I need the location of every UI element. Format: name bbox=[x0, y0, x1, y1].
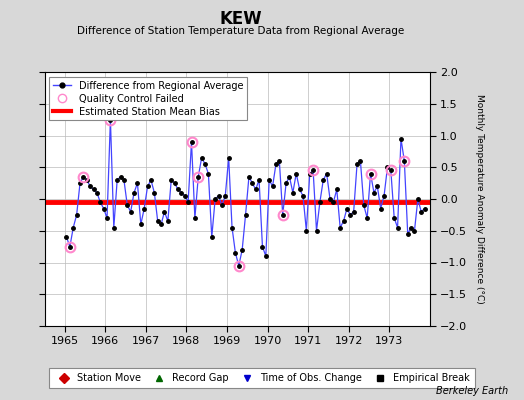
Text: Berkeley Earth: Berkeley Earth bbox=[436, 386, 508, 396]
Text: Difference of Station Temperature Data from Regional Average: Difference of Station Temperature Data f… bbox=[78, 26, 405, 36]
Y-axis label: Monthly Temperature Anomaly Difference (°C): Monthly Temperature Anomaly Difference (… bbox=[475, 94, 484, 304]
Text: KEW: KEW bbox=[220, 10, 263, 28]
Legend: Difference from Regional Average, Quality Control Failed, Estimated Station Mean: Difference from Regional Average, Qualit… bbox=[49, 77, 247, 120]
Legend: Station Move, Record Gap, Time of Obs. Change, Empirical Break: Station Move, Record Gap, Time of Obs. C… bbox=[49, 368, 475, 388]
